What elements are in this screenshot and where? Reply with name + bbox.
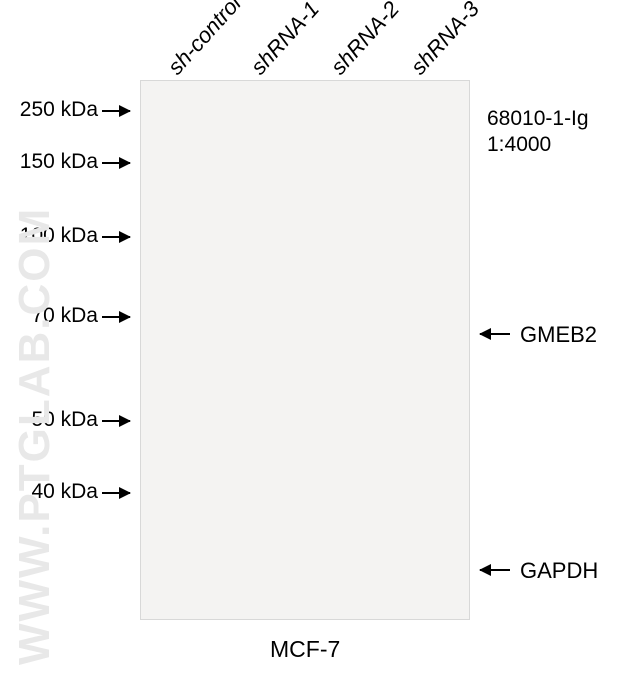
protein-label-gapdh: GAPDH bbox=[520, 558, 598, 584]
mw-250: 250 kDa bbox=[8, 98, 98, 122]
arrow-icon bbox=[102, 420, 130, 422]
arrow-icon bbox=[102, 110, 130, 112]
blot-membrane bbox=[140, 80, 470, 620]
mw-50: 50 kDa bbox=[8, 408, 98, 432]
blot-figure: WWW.PTGLAB.COM sh-control shRNA-1 shRNA-… bbox=[0, 0, 630, 700]
arrow-icon bbox=[102, 316, 130, 318]
mw-70: 70 kDa bbox=[8, 304, 98, 328]
arrow-icon bbox=[102, 236, 130, 238]
antibody-catalog: 68010-1-Ig bbox=[487, 106, 589, 132]
lane-labels-group: sh-control shRNA-1 shRNA-2 shRNA-3 bbox=[140, 10, 470, 80]
lane-label-shrna-1: shRNA-1 bbox=[246, 0, 325, 80]
watermark-text: WWW.PTGLAB.COM bbox=[10, 207, 60, 665]
lane-label-shrna-3: shRNA-3 bbox=[406, 0, 485, 80]
lane-label-sh-control: sh-control bbox=[163, 0, 247, 80]
mw-100: 100 kDa bbox=[8, 224, 98, 248]
arrow-left-icon bbox=[480, 569, 510, 571]
mw-150: 150 kDa bbox=[8, 150, 98, 174]
arrow-icon bbox=[102, 162, 130, 164]
lane-label-shrna-2: shRNA-2 bbox=[326, 0, 405, 80]
mw-40: 40 kDa bbox=[8, 480, 98, 504]
antibody-dilution: 1:4000 bbox=[487, 132, 589, 158]
antibody-info: 68010-1-Ig 1:4000 bbox=[487, 106, 589, 159]
arrow-icon bbox=[102, 492, 130, 494]
protein-label-gmeb2: GMEB2 bbox=[520, 322, 597, 348]
arrow-left-icon bbox=[480, 333, 510, 335]
sample-label: MCF-7 bbox=[270, 636, 340, 663]
